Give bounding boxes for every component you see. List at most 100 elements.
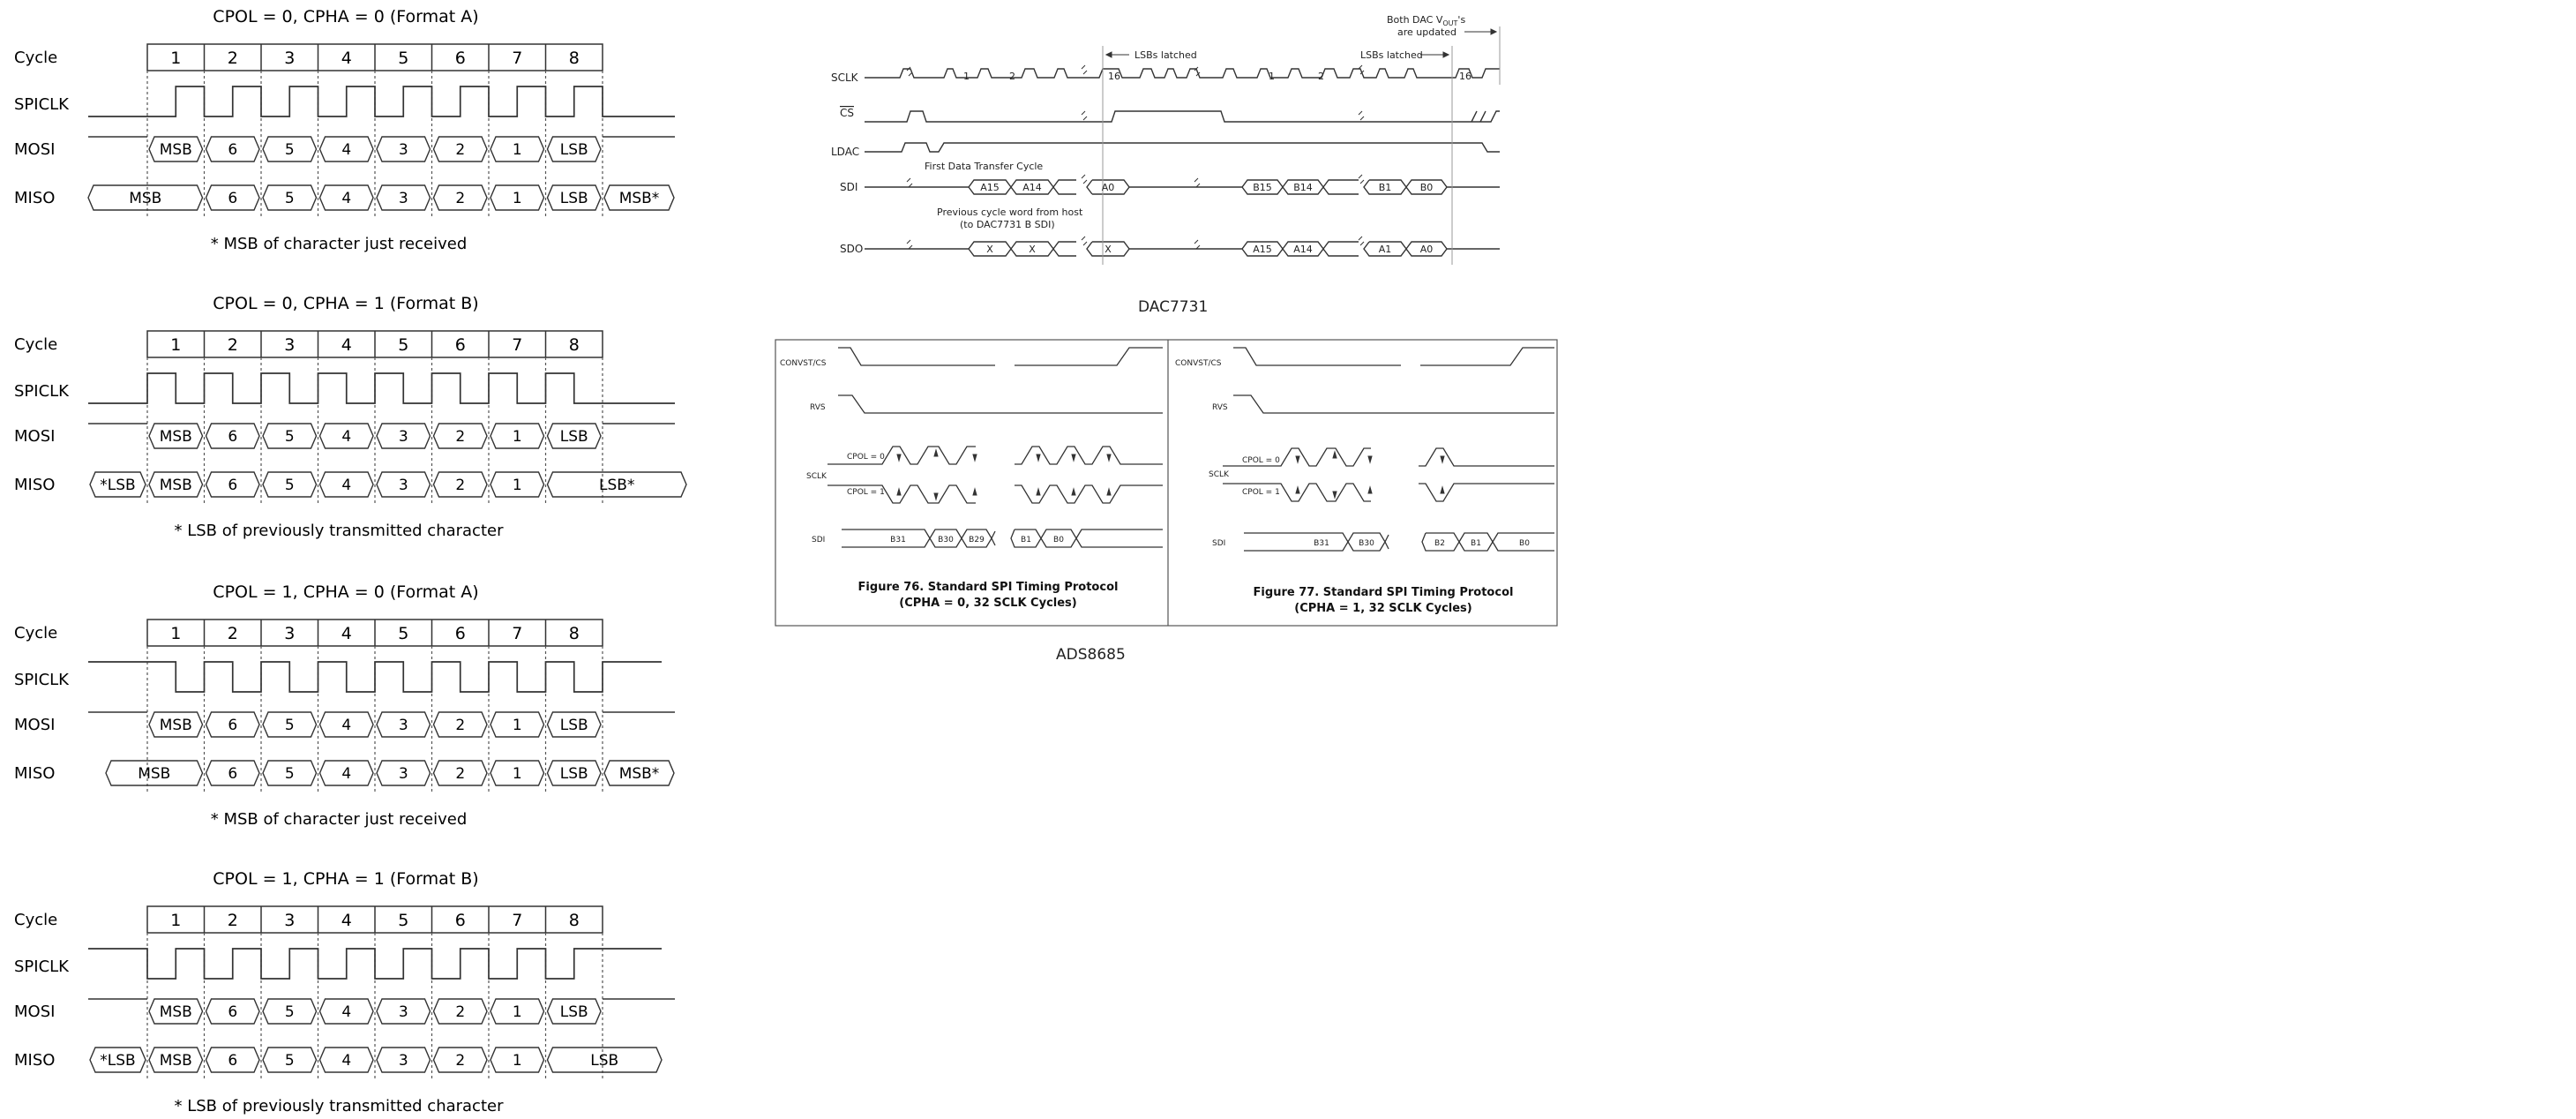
miso-bit bbox=[603, 184, 675, 211]
sdo-word: A1 bbox=[1379, 244, 1392, 255]
sdi-word: A14 bbox=[1022, 182, 1042, 193]
miso-bit bbox=[546, 1047, 663, 1073]
miso-bit-label: 2 bbox=[455, 1052, 465, 1070]
sdi-label: SDI bbox=[812, 536, 825, 544]
cycle-number: 1 bbox=[170, 335, 181, 355]
cycle-number: 2 bbox=[228, 911, 238, 930]
mosi-bit-label: 2 bbox=[455, 717, 465, 734]
miso-bit-label: MSB bbox=[138, 765, 170, 783]
cycle-label: Cycle bbox=[14, 335, 57, 354]
mosi-bit-label: 2 bbox=[455, 1003, 465, 1021]
miso-bit-label: 4 bbox=[341, 190, 351, 207]
miso-bit-label: MSB bbox=[160, 477, 192, 494]
cycle-number: 8 bbox=[569, 911, 580, 930]
cycle-number: 3 bbox=[284, 624, 295, 643]
fig76-caption: Figure 76. Standard SPI Timing Protocol bbox=[858, 581, 1119, 594]
sdi-bit: B30 bbox=[938, 536, 954, 544]
spi-format-block: CPOL = 0, CPHA = 1 (Format B) Cycle SPICLK… bbox=[14, 294, 687, 540]
sdi-bit: B31 bbox=[1314, 539, 1329, 548]
mosi-bit-label: 6 bbox=[228, 428, 237, 446]
signal-label: SPICLK bbox=[14, 671, 70, 689]
sdo-word: A0 bbox=[1420, 244, 1434, 255]
cpol0-label: CPOL = 0 bbox=[1242, 456, 1280, 465]
mosi-bit-label: LSB bbox=[560, 717, 588, 734]
lsbs-latched-note: LSBs latched bbox=[1134, 49, 1197, 61]
miso-bit-label: 1 bbox=[513, 477, 522, 494]
miso-bit-label: MSB bbox=[160, 1052, 192, 1070]
mosi-bit bbox=[205, 136, 260, 162]
sdi-word: B14 bbox=[1293, 182, 1313, 193]
miso-bit bbox=[262, 471, 318, 498]
sclk-waveform bbox=[865, 68, 1500, 79]
fig76-waveforms bbox=[827, 347, 1163, 548]
sdi-label: SDI bbox=[840, 181, 857, 193]
footnote: * MSB of character just received bbox=[211, 810, 468, 829]
sdi-waveform bbox=[865, 179, 1500, 195]
cs-label: CS bbox=[840, 107, 854, 119]
mosi-bit bbox=[262, 998, 318, 1025]
mosi-bit-label: 6 bbox=[228, 717, 237, 734]
mosi-bit bbox=[262, 711, 318, 738]
miso-bit bbox=[490, 760, 545, 786]
cycle-number: 7 bbox=[512, 911, 522, 930]
miso-bit-label: MSB* bbox=[619, 765, 660, 783]
miso-bit bbox=[105, 760, 204, 786]
miso-bit-label: 2 bbox=[455, 190, 465, 207]
cycle-number: 2 bbox=[228, 624, 238, 643]
footnote: * LSB of previously transmitted characte… bbox=[175, 522, 505, 540]
sdo-word: A15 bbox=[1253, 244, 1272, 255]
cycle-number: 4 bbox=[341, 911, 352, 930]
spiclk-waveform bbox=[88, 86, 675, 117]
miso-bit-label: 5 bbox=[285, 1052, 295, 1070]
miso-bit bbox=[376, 471, 431, 498]
mosi-bit-label: 3 bbox=[399, 717, 408, 734]
mosi-bit-label: MSB bbox=[160, 717, 192, 734]
ads8685-timing-diagram: CONVST/CS RVS SCLK SDI CPOL = 0 CPOL = 1… bbox=[775, 339, 1558, 627]
mosi-bit bbox=[546, 711, 602, 738]
cycle-number: 2 bbox=[228, 49, 238, 68]
miso-bit-label: LSB bbox=[590, 1052, 618, 1070]
mosi-bit bbox=[546, 423, 602, 449]
miso-bit-label: 2 bbox=[455, 765, 465, 783]
dac-update-note: are updated bbox=[1397, 26, 1456, 38]
cycle-number: 1 bbox=[170, 911, 181, 930]
miso-bit bbox=[89, 471, 146, 498]
miso-bit-label: 1 bbox=[513, 190, 522, 207]
mosi-bit-label: 5 bbox=[285, 717, 295, 734]
miso-bit bbox=[148, 1047, 204, 1073]
cycle-label: Cycle bbox=[14, 624, 57, 642]
miso-bit bbox=[262, 184, 318, 211]
sdi-word: B0 bbox=[1420, 182, 1434, 193]
miso-bit bbox=[376, 1047, 431, 1073]
sdi-bit: B0 bbox=[1519, 539, 1530, 548]
mosi-bit-label: 4 bbox=[341, 717, 351, 734]
spiclk-waveform bbox=[88, 372, 675, 404]
mosi-bit-label: 2 bbox=[455, 141, 465, 159]
mosi-bit bbox=[318, 136, 374, 162]
miso-bit-label: 3 bbox=[399, 1052, 408, 1070]
previous-word-note: (to DAC7731 B SDI) bbox=[960, 219, 1055, 230]
mosi-bit-label: 3 bbox=[399, 141, 408, 159]
spi-format-block: CPOL = 1, CPHA = 1 (Format B) Cycle SPICLK… bbox=[14, 869, 675, 1115]
mosi-bit bbox=[432, 136, 488, 162]
spiclk-waveform bbox=[88, 661, 662, 693]
mosi-bit-label: 4 bbox=[341, 428, 351, 446]
sdi-word: A15 bbox=[980, 182, 1000, 193]
ads8685-caption: ADS8685 bbox=[1056, 646, 1126, 664]
signal-label: MISO bbox=[14, 764, 55, 783]
cycle-number: 1 bbox=[170, 624, 181, 643]
convst-cs-label: CONVST/CS bbox=[1175, 359, 1222, 368]
fig77-caption: Figure 77. Standard SPI Timing Protocol bbox=[1254, 586, 1514, 599]
miso-bit bbox=[318, 471, 374, 498]
footnote: * MSB of character just received bbox=[211, 235, 468, 253]
fig77-caption: (CPHA = 1, 32 SCLK Cycles) bbox=[1294, 602, 1471, 615]
mosi-bit-label: 5 bbox=[285, 1003, 295, 1021]
mosi-bit bbox=[318, 423, 374, 449]
sdo-word: A14 bbox=[1293, 244, 1313, 255]
mosi-bit-label: MSB bbox=[160, 141, 192, 159]
mosi-bit bbox=[205, 423, 260, 449]
spiclk-waveform bbox=[88, 948, 662, 980]
miso-bit-label: 4 bbox=[341, 1052, 351, 1070]
mosi-bit bbox=[546, 136, 602, 162]
mosi-bit bbox=[148, 423, 204, 449]
